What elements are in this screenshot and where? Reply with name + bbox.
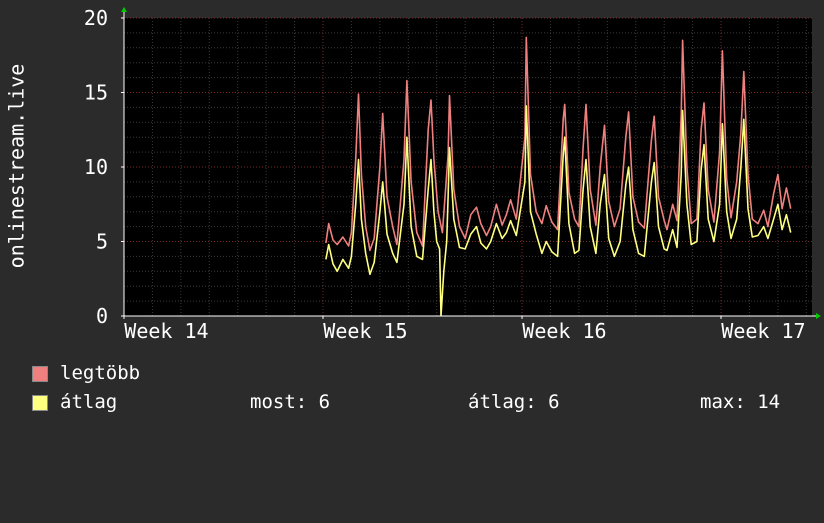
x-tick-label: Week 14: [124, 319, 208, 343]
y-tick-label: 0: [96, 304, 108, 328]
legend-swatch-max: [32, 366, 48, 382]
stat-current: most: 6: [250, 391, 331, 413]
y-axis-label: onlinestream.live: [5, 64, 29, 269]
legend-row-avg: átlag most: 6 átlag: 6 max: 14: [32, 391, 812, 413]
y-tick-label: 15: [84, 81, 108, 105]
y-tick-label: 20: [84, 6, 108, 30]
series-line-max: [325, 36, 792, 252]
y-tick-label: 5: [96, 230, 108, 254]
x-tick-label: Week 15: [323, 319, 407, 343]
y-axis-arrow: [121, 7, 127, 12]
x-axis-arrow: [816, 313, 821, 319]
x-tick-label: Week 17: [721, 319, 805, 343]
legend-row-max: legtöbb: [32, 362, 232, 384]
legend-label-avg: átlag: [60, 391, 118, 413]
legend-label-max: legtöbb: [60, 362, 141, 384]
y-tick-label: 10: [84, 155, 108, 179]
plot-area: [124, 18, 812, 316]
stat-max: max: 14: [700, 391, 781, 413]
series-layer: [325, 36, 792, 316]
x-tick-label: Week 16: [522, 319, 606, 343]
stat-average: átlag: 6: [468, 391, 560, 413]
legend-swatch-avg: [32, 395, 48, 411]
series-line-avg: [325, 105, 792, 316]
